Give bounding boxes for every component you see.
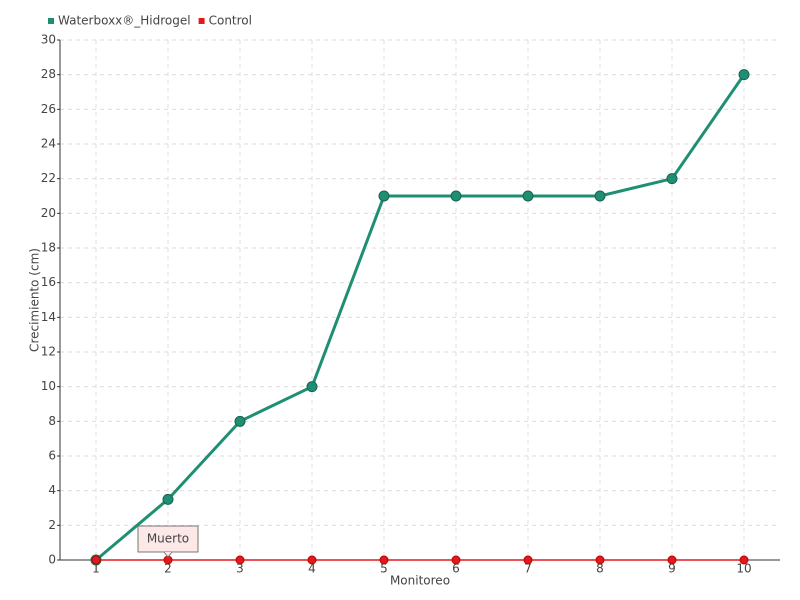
y-tick-label: 24 (41, 137, 56, 151)
data-point (594, 190, 606, 202)
data-point (738, 69, 750, 81)
legend-swatch (48, 18, 54, 24)
y-tick-label: 22 (41, 171, 56, 185)
x-tick-label: 2 (164, 562, 172, 576)
data-point (739, 555, 749, 565)
x-tick-label: 9 (668, 562, 676, 576)
y-tick-label: 12 (41, 345, 56, 359)
data-point (378, 190, 390, 202)
y-tick-label: 18 (41, 241, 56, 255)
x-tick-label: 3 (236, 562, 244, 576)
data-point (234, 415, 246, 427)
y-tick-label: 20 (41, 206, 56, 220)
data-point (667, 555, 677, 565)
legend-label: Control (209, 14, 252, 28)
data-point (162, 493, 174, 505)
x-tick-label: 5 (380, 562, 388, 576)
y-tick-label: 26 (41, 102, 56, 116)
y-tick-label: 28 (41, 67, 56, 81)
y-tick-label: 4 (48, 483, 56, 497)
data-point (307, 555, 317, 565)
y-tick-label: 2 (48, 518, 56, 532)
series-line (95, 73, 746, 562)
y-tick-label: 30 (41, 33, 56, 47)
legend-swatch (198, 18, 205, 24)
y-tick-label: 10 (41, 379, 56, 393)
data-point (91, 555, 101, 565)
y-tick-label: 6 (48, 449, 56, 463)
annotation: Muerto (137, 525, 199, 558)
y-tick-label: 16 (41, 275, 56, 289)
y-tick-label: 8 (48, 414, 56, 428)
annotation-pointer (163, 551, 173, 558)
data-point (450, 190, 462, 202)
data-point (379, 555, 389, 565)
data-point (595, 555, 605, 565)
x-tick-label: 7 (524, 562, 532, 576)
x-tick-label: 10 (736, 562, 751, 576)
x-tick-label: 8 (596, 562, 604, 576)
data-point (306, 381, 318, 393)
x-axis-label: Monitoreo (390, 574, 450, 588)
y-axis-label: Crecimiento (cm) (28, 248, 42, 352)
x-tick-label: 6 (452, 562, 460, 576)
legend-label: Waterboxx®_Hidrogel (58, 14, 191, 28)
x-tick-label: 4 (308, 562, 316, 576)
data-point (522, 190, 534, 202)
annotation-text: Muerto (147, 532, 189, 546)
data-point (235, 555, 245, 565)
x-tick-label: 1 (92, 562, 100, 576)
data-point (523, 555, 533, 565)
data-point (451, 555, 461, 565)
y-tick-label: 0 (48, 553, 56, 567)
data-point (666, 173, 678, 185)
y-tick-label: 14 (41, 310, 56, 324)
